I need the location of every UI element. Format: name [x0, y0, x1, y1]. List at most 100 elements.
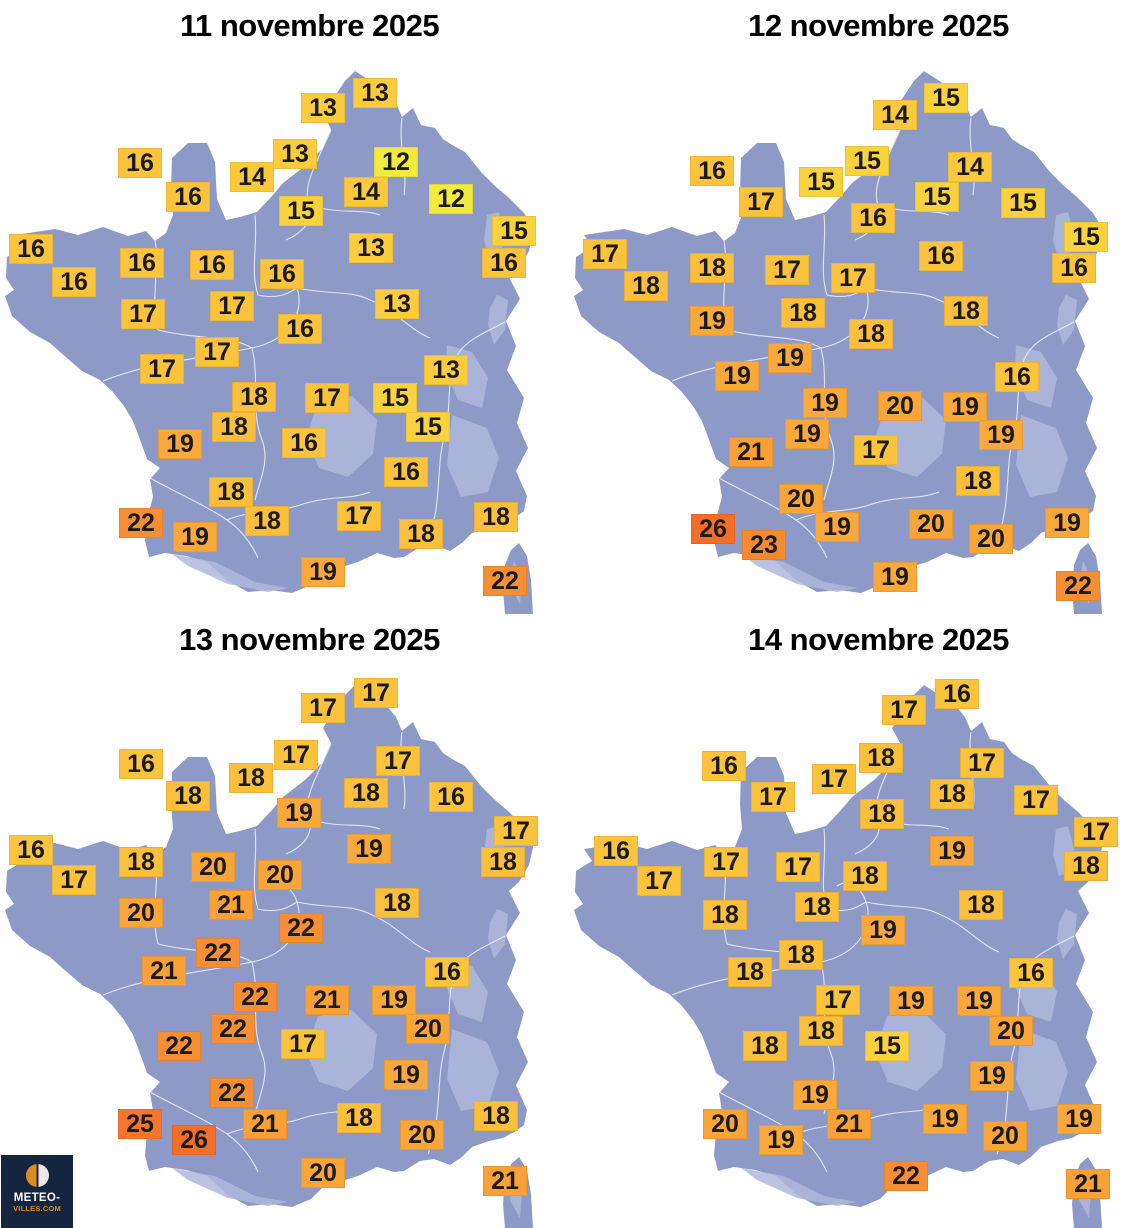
temp-badge: 20 [400, 1120, 444, 1150]
temp-badge: 16 [9, 835, 53, 865]
temp-badge: 15 [1001, 188, 1045, 218]
temp-badge: 21 [1066, 1169, 1110, 1199]
temp-badge: 19 [861, 915, 905, 945]
temp-badge: 17 [831, 263, 875, 293]
temp-badge: 16 [935, 679, 979, 709]
map-title: 13 novembre 2025 [179, 622, 440, 657]
temp-badge: 16 [1009, 958, 1053, 988]
temp-badge: 16 [190, 250, 234, 280]
temp-badge: 16 [690, 156, 734, 186]
temp-badge: 14 [948, 152, 992, 182]
temp-badge: 18 [337, 1103, 381, 1133]
temp-badge: 13 [273, 139, 317, 169]
temp-badge: 16 [702, 751, 746, 781]
temp-badge: 19 [715, 361, 759, 391]
temp-badge: 18 [743, 1031, 787, 1061]
temp-badge: 16 [425, 957, 469, 987]
temp-badge: 17 [281, 1029, 325, 1059]
temp-badge: 20 [258, 860, 302, 890]
temp-badge: 22 [196, 938, 240, 968]
temp-badge: 16 [919, 241, 963, 271]
temp-badge: 17 [751, 782, 795, 812]
badge-layer: 13 13 16 13 14 12 16 15 14 12 15 16 13 16 16 16 16 16 17 17… [0, 0, 569, 614]
temp-badge: 16 [384, 457, 428, 487]
temp-badge: 22 [233, 982, 277, 1012]
temp-badge: 20 [969, 524, 1013, 554]
temp-badge: 15 [865, 1031, 909, 1061]
temp-badge: 18 [474, 502, 518, 532]
temp-badge: 20 [779, 484, 823, 514]
temp-badge: 17 [210, 291, 254, 321]
temp-badge: 19 [1045, 508, 1089, 538]
temp-badge: 20 [703, 1109, 747, 1139]
temp-badge: 15 [492, 216, 536, 246]
temp-badge: 19 [815, 512, 859, 542]
temp-badge: 19 [923, 1104, 967, 1134]
temp-badge: 18 [959, 890, 1003, 920]
temp-badge: 20 [983, 1121, 1027, 1151]
logo-text-line2: VILLES.COM [13, 1204, 61, 1213]
temp-badge: 16 [278, 314, 322, 344]
temp-badge: 17 [882, 695, 926, 725]
temp-badge: 14 [873, 100, 917, 130]
temp-badge: 15 [845, 146, 889, 176]
temp-badge: 17 [354, 678, 398, 708]
temp-badge: 17 [960, 748, 1004, 778]
temp-badge: 19 [957, 986, 1001, 1016]
temp-badge: 16 [260, 259, 304, 289]
temp-badge: 18 [781, 298, 825, 328]
temp-badge: 21 [243, 1109, 287, 1139]
temp-badge: 19 [173, 522, 217, 552]
temp-badge: 22 [1056, 571, 1100, 601]
temp-badge: 15 [406, 412, 450, 442]
temp-badge: 18 [728, 957, 772, 987]
temp-badge: 17 [637, 866, 681, 896]
temp-badge: 21 [305, 985, 349, 1015]
temp-badge: 17 [337, 501, 381, 531]
badge-layer: 14 15 16 15 15 14 17 15 15 16 15 17 16 18 17 16 18 17 18 18… [569, 0, 1138, 614]
temp-badge: 17 [776, 852, 820, 882]
temp-badge: 18 [860, 799, 904, 829]
temp-badge: 18 [344, 778, 388, 808]
temp-badge: 19 [158, 429, 202, 459]
temp-badge: 16 [9, 234, 53, 264]
temp-badge: 17 [121, 299, 165, 329]
temp-badge: 21 [209, 890, 253, 920]
temp-badge: 19 [803, 388, 847, 418]
temp-badge: 17 [812, 764, 856, 794]
temp-badge: 18 [229, 763, 273, 793]
temp-badge: 17 [765, 255, 809, 285]
temp-badge: 21 [729, 437, 773, 467]
temp-badge: 14 [344, 177, 388, 207]
forecast-panel-11-novembre: 11 novembre 2025 13 13 16 13 14 12 16 15 14 12 15 1… [0, 0, 569, 614]
temp-badge: 19 [277, 798, 321, 828]
temp-badge: 22 [884, 1161, 928, 1191]
temp-badge: 17 [583, 239, 627, 269]
temp-badge: 13 [353, 78, 397, 108]
temp-badge: 22 [483, 566, 527, 596]
temp-badge: 15 [799, 167, 843, 197]
temp-badge: 17 [494, 816, 538, 846]
temp-badge: 15 [924, 83, 968, 113]
temp-badge: 18 [799, 1016, 843, 1046]
temp-badge: 26 [691, 514, 735, 544]
temp-badge: 19 [347, 834, 391, 864]
temp-badge: 18 [843, 861, 887, 891]
temp-badge: 16 [52, 267, 96, 297]
temp-badge: 17 [739, 187, 783, 217]
temp-badge: 17 [1014, 785, 1058, 815]
temp-badge: 19 [785, 419, 829, 449]
temp-badge: 20 [119, 898, 163, 928]
map-title: 12 novembre 2025 [748, 8, 1009, 43]
temp-badge: 17 [274, 740, 318, 770]
temp-badge: 18 [166, 781, 210, 811]
temp-badge: 20 [989, 1016, 1033, 1046]
temp-badge: 21 [142, 956, 186, 986]
temp-badge: 18 [703, 900, 747, 930]
temp-badge: 20 [909, 509, 953, 539]
temp-badge: 12 [429, 184, 473, 214]
temp-badge: 22 [157, 1031, 201, 1061]
temp-badge: 21 [827, 1109, 871, 1139]
temp-badge: 16 [482, 248, 526, 278]
